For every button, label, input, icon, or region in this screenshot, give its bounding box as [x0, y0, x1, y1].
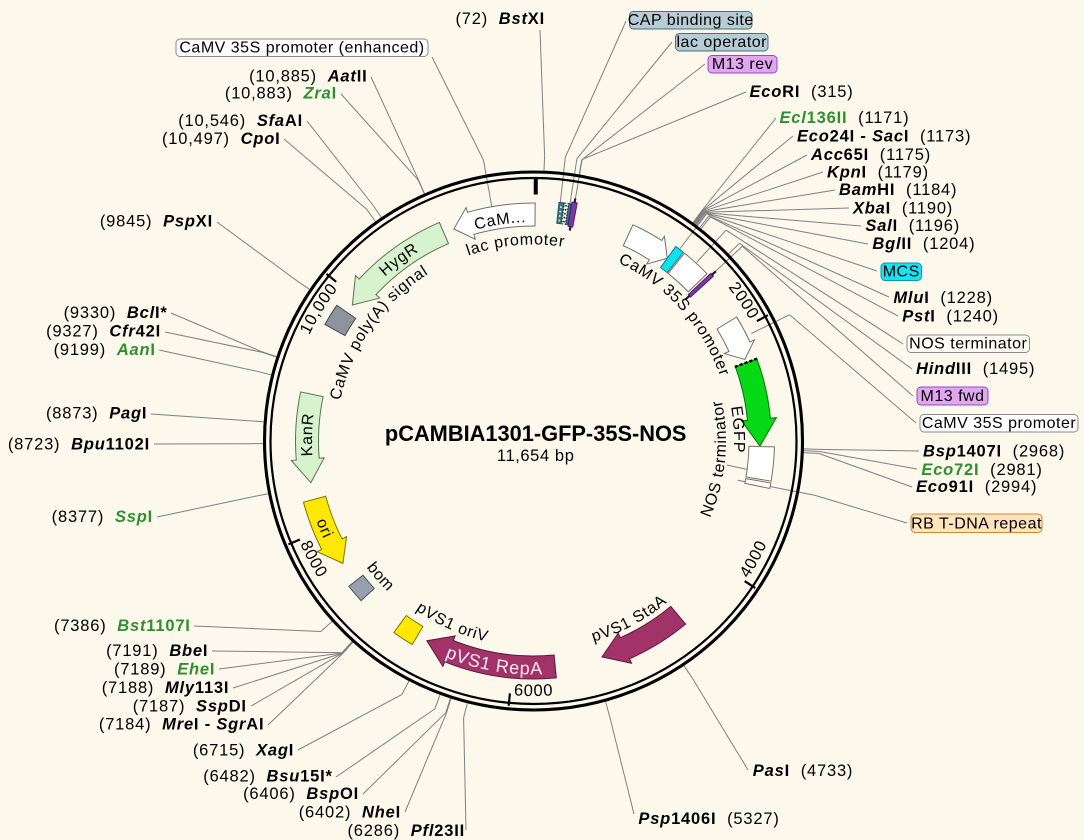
svg-text:EGFP: EGFP — [727, 405, 747, 454]
svg-text:(10,546) SfaAI: (10,546) SfaAI — [178, 112, 303, 130]
svg-text:KanR: KanR — [299, 412, 318, 456]
svg-text:Acc65I (1175): Acc65I (1175) — [810, 146, 931, 164]
svg-text:M13 rev: M13 rev — [712, 56, 773, 73]
svg-text:KpnI (1179): KpnI (1179) — [827, 164, 929, 182]
svg-text:(7191) BbeI: (7191) BbeI — [106, 642, 208, 660]
svg-text:XbaI (1190): XbaI (1190) — [852, 200, 953, 218]
svg-text:(10,497) CpoI: (10,497) CpoI — [162, 130, 281, 148]
svg-text:lac promoter: lac promoter — [464, 231, 566, 259]
svg-text:CaMV 35S promoter: CaMV 35S promoter — [922, 415, 1077, 432]
svg-text:ori: ori — [313, 516, 336, 541]
svg-text:(9199) AanI: (9199) AanI — [54, 341, 156, 359]
svg-text:MCS: MCS — [883, 264, 920, 281]
svg-text:(6715) XagI: (6715) XagI — [193, 741, 294, 759]
svg-text:Eco91I (2994): Eco91I (2994) — [916, 478, 1037, 496]
svg-text:6000: 6000 — [513, 681, 553, 700]
svg-text:(7184) MreI - SgrAI: (7184) MreI - SgrAI — [99, 716, 264, 734]
svg-text:HindIII (1495): HindIII (1495) — [916, 360, 1035, 378]
svg-text:CAP binding site: CAP binding site — [628, 12, 754, 29]
svg-text:SalI (1196): SalI (1196) — [865, 217, 960, 235]
svg-text:NOS terminator: NOS terminator — [698, 399, 730, 520]
svg-text:(8723) Bpu1102I: (8723) Bpu1102I — [8, 435, 150, 453]
svg-text:(6406) BspOI: (6406) BspOI — [243, 785, 359, 803]
svg-text:(8873) PagI: (8873) PagI — [46, 405, 147, 423]
svg-text:(6482) Bsu15I*: (6482) Bsu15I* — [203, 768, 332, 786]
svg-text:M13 fwd: M13 fwd — [921, 388, 985, 405]
svg-text:(7187) SspDI: (7187) SspDI — [133, 698, 247, 716]
svg-text:(6402) NheI: (6402) NheI — [299, 803, 401, 821]
svg-text:(9845) PspXI: (9845) PspXI — [100, 213, 213, 231]
svg-text:pVS1 RepA: pVS1 RepA — [443, 642, 543, 678]
svg-text:(7189) EheI: (7189) EheI — [114, 660, 215, 678]
svg-text:pCAMBIA1301-GFP-35S-NOS: pCAMBIA1301-GFP-35S-NOS — [385, 421, 687, 446]
svg-text:Ecl136II (1171): Ecl136II (1171) — [780, 109, 910, 127]
svg-text:Psp1406I (5327): Psp1406I (5327) — [638, 810, 779, 828]
svg-text:MluI (1228): MluI (1228) — [893, 289, 992, 307]
svg-text:(72) BstXI: (72) BstXI — [455, 10, 545, 28]
svg-text:EcoRI (315): EcoRI (315) — [750, 83, 854, 101]
svg-text:11,654 bp: 11,654 bp — [497, 447, 575, 465]
svg-text:(6286) Pfl23II: (6286) Pfl23II — [348, 822, 465, 840]
svg-text:RB T-DNA repeat: RB T-DNA repeat — [911, 516, 1042, 533]
svg-text:(9330) BclI*: (9330) BclI* — [64, 304, 168, 322]
svg-text:lac operator: lac operator — [677, 34, 768, 51]
svg-text:BglII (1204): BglII (1204) — [872, 235, 975, 253]
svg-text:(10,885) AatII: (10,885) AatII — [249, 68, 367, 86]
svg-text:Bsp1407I (2968): Bsp1407I (2968) — [923, 443, 1065, 461]
svg-text:(9327) Cfr42I: (9327) Cfr42I — [46, 322, 161, 340]
svg-text:BamHI (1184): BamHI (1184) — [839, 181, 957, 199]
svg-text:(7386) Bst1107I: (7386) Bst1107I — [54, 617, 191, 635]
svg-text:(8377) SspI: (8377) SspI — [52, 508, 153, 526]
svg-text:Eco72I (2981): Eco72I (2981) — [921, 461, 1042, 479]
svg-text:PasI (4733): PasI (4733) — [753, 762, 853, 780]
svg-text:NOS terminator: NOS terminator — [909, 336, 1027, 353]
svg-text:Eco24I - SacI (1173): Eco24I - SacI (1173) — [797, 128, 971, 146]
svg-text:CaMV 35S promoter (enhanced): CaMV 35S promoter (enhanced) — [179, 40, 424, 57]
svg-text:(10,883) ZraI: (10,883) ZraI — [225, 85, 337, 103]
svg-text:(7188) Mly113I: (7188) Mly113I — [102, 679, 230, 697]
svg-text:PstI (1240): PstI (1240) — [902, 308, 999, 326]
